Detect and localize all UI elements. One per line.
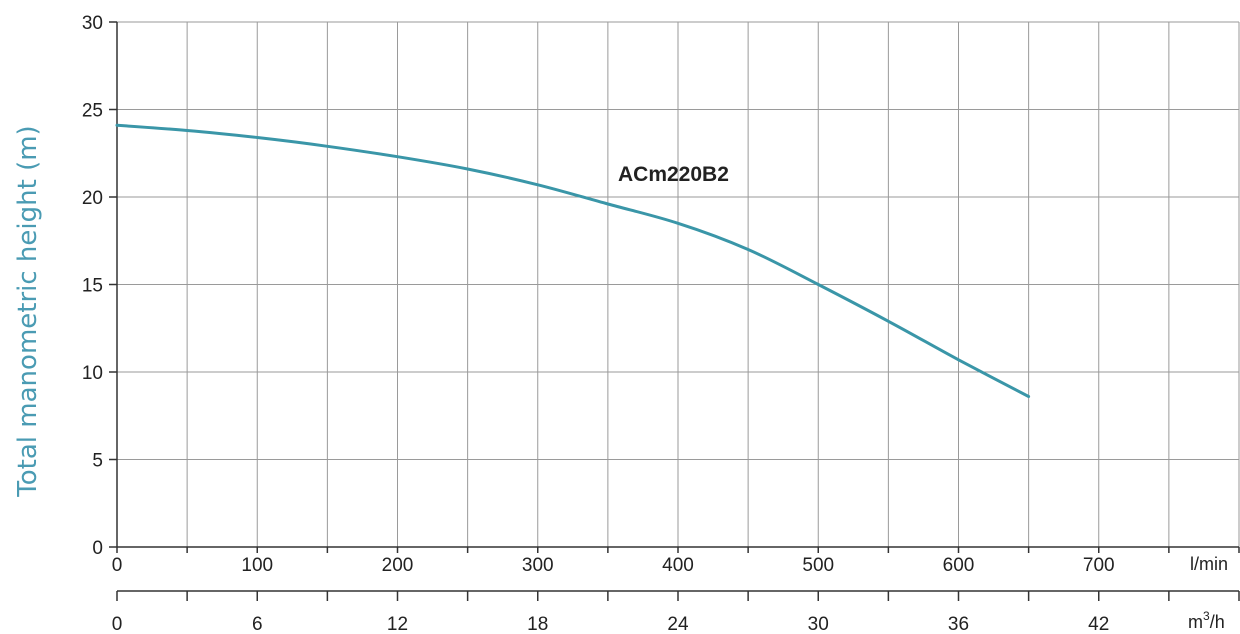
grid <box>117 21 1240 547</box>
x-axis-unit-lmin: l/min <box>1190 554 1228 574</box>
x-tick-label: 200 <box>382 555 414 576</box>
series <box>115 123 1031 398</box>
unit-tail: /h <box>1210 612 1225 632</box>
secondary-x-tick-label: 0 <box>112 614 123 634</box>
x-tick-label: 700 <box>1083 555 1115 576</box>
secondary-x-tick-label: 6 <box>252 614 263 634</box>
x-tick-label: 600 <box>943 555 975 576</box>
secondary-x-tick-label: 42 <box>1088 614 1109 634</box>
unit-superscript: 3 <box>1203 609 1210 623</box>
axes <box>109 21 1240 601</box>
y-tick-label: 20 <box>82 188 103 209</box>
secondary-x-tick-label: 30 <box>808 614 829 634</box>
y-tick-label: 5 <box>92 451 103 472</box>
x-tick-labels-m3h: 0 6 12 18 24 30 36 42 <box>112 614 1110 634</box>
secondary-x-tick-label: 36 <box>948 614 969 634</box>
x-tick-label: 500 <box>802 555 834 576</box>
y-tick-labels: 0 5 10 15 20 25 30 <box>82 13 103 559</box>
y-tick-label: 10 <box>82 363 103 384</box>
secondary-x-tick-label: 18 <box>527 614 548 634</box>
y-tick-label: 0 <box>92 538 103 559</box>
series-label-acm220b2: ACm220B2 <box>618 163 729 186</box>
x-tick-label: 300 <box>522 555 554 576</box>
y-tick-label: 15 <box>82 276 103 297</box>
y-axis-label: Total manometric height (m) <box>13 125 43 497</box>
series-line-acm220b2 <box>115 123 1031 398</box>
secondary-x-tick-label: 24 <box>667 614 689 634</box>
x-tick-label: 0 <box>112 555 123 576</box>
x-axis-unit-m3h: m3/h <box>1188 609 1225 632</box>
x-tick-label: 100 <box>241 555 273 576</box>
x-tick-label: 400 <box>662 555 694 576</box>
unit-base: m <box>1188 612 1203 632</box>
secondary-x-tick-label: 12 <box>387 614 408 634</box>
y-tick-label: 30 <box>82 13 103 34</box>
x-tick-labels-lmin: 0 100 200 300 400 500 600 700 <box>112 555 1115 576</box>
y-tick-label: 25 <box>82 101 103 122</box>
